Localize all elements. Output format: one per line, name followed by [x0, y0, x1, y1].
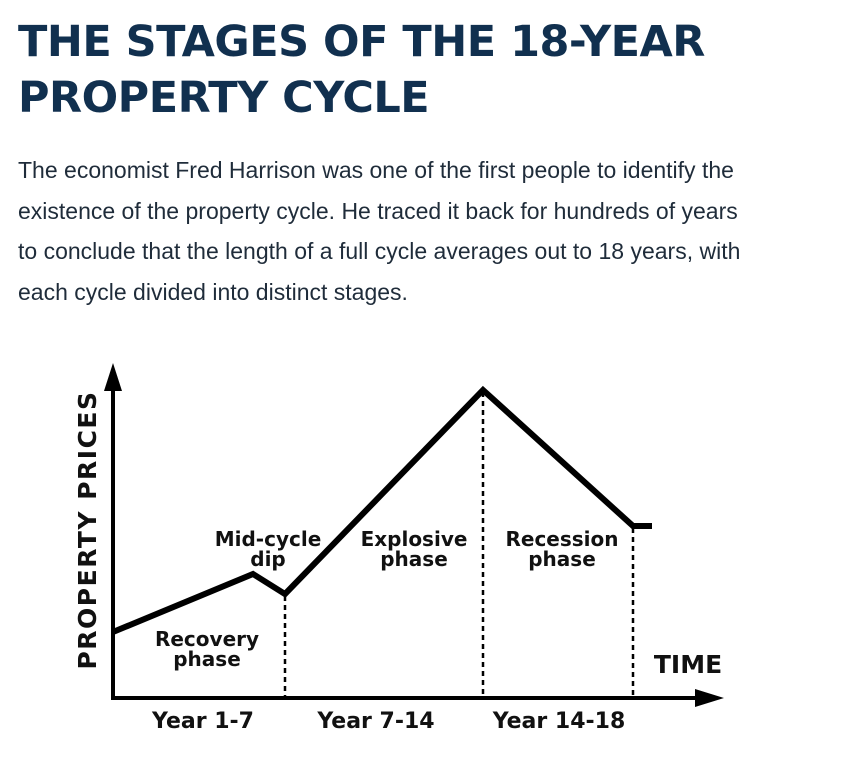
period-label-2: Year 7-14 [316, 709, 434, 734]
recovery-label-line2: phase [173, 647, 241, 671]
title-line-1: THE STAGES OF THE 18-YEAR [18, 17, 705, 67]
x-axis-label: TIME [654, 650, 722, 679]
recovery-label-line1: Recovery [155, 627, 259, 651]
explosive-label-line1: Explosive [361, 527, 468, 551]
midcycle-label-line1: Mid-cycle [215, 527, 322, 551]
page-title: THE STAGES OF THE 18-YEAR PROPERTY CYCLE [18, 14, 818, 126]
period-label-1: Year 1-7 [151, 709, 254, 734]
intro-paragraph: The economist Fred Harrison was one of t… [18, 157, 741, 305]
explosive-label-line2: phase [380, 547, 448, 571]
price-cycle-line [111, 385, 652, 635]
midcycle-label-line2: dip [250, 547, 286, 571]
recession-label-line2: phase [528, 547, 596, 571]
recession-label-line1: Recession [505, 527, 618, 551]
y-axis-label: PROPERTY PRICES [73, 390, 102, 669]
y-axis-arrow-icon [104, 363, 122, 391]
x-axis-arrow-icon [695, 689, 724, 707]
title-line-2: PROPERTY CYCLE [18, 73, 430, 123]
period-label-3: Year 14-18 [492, 709, 626, 734]
